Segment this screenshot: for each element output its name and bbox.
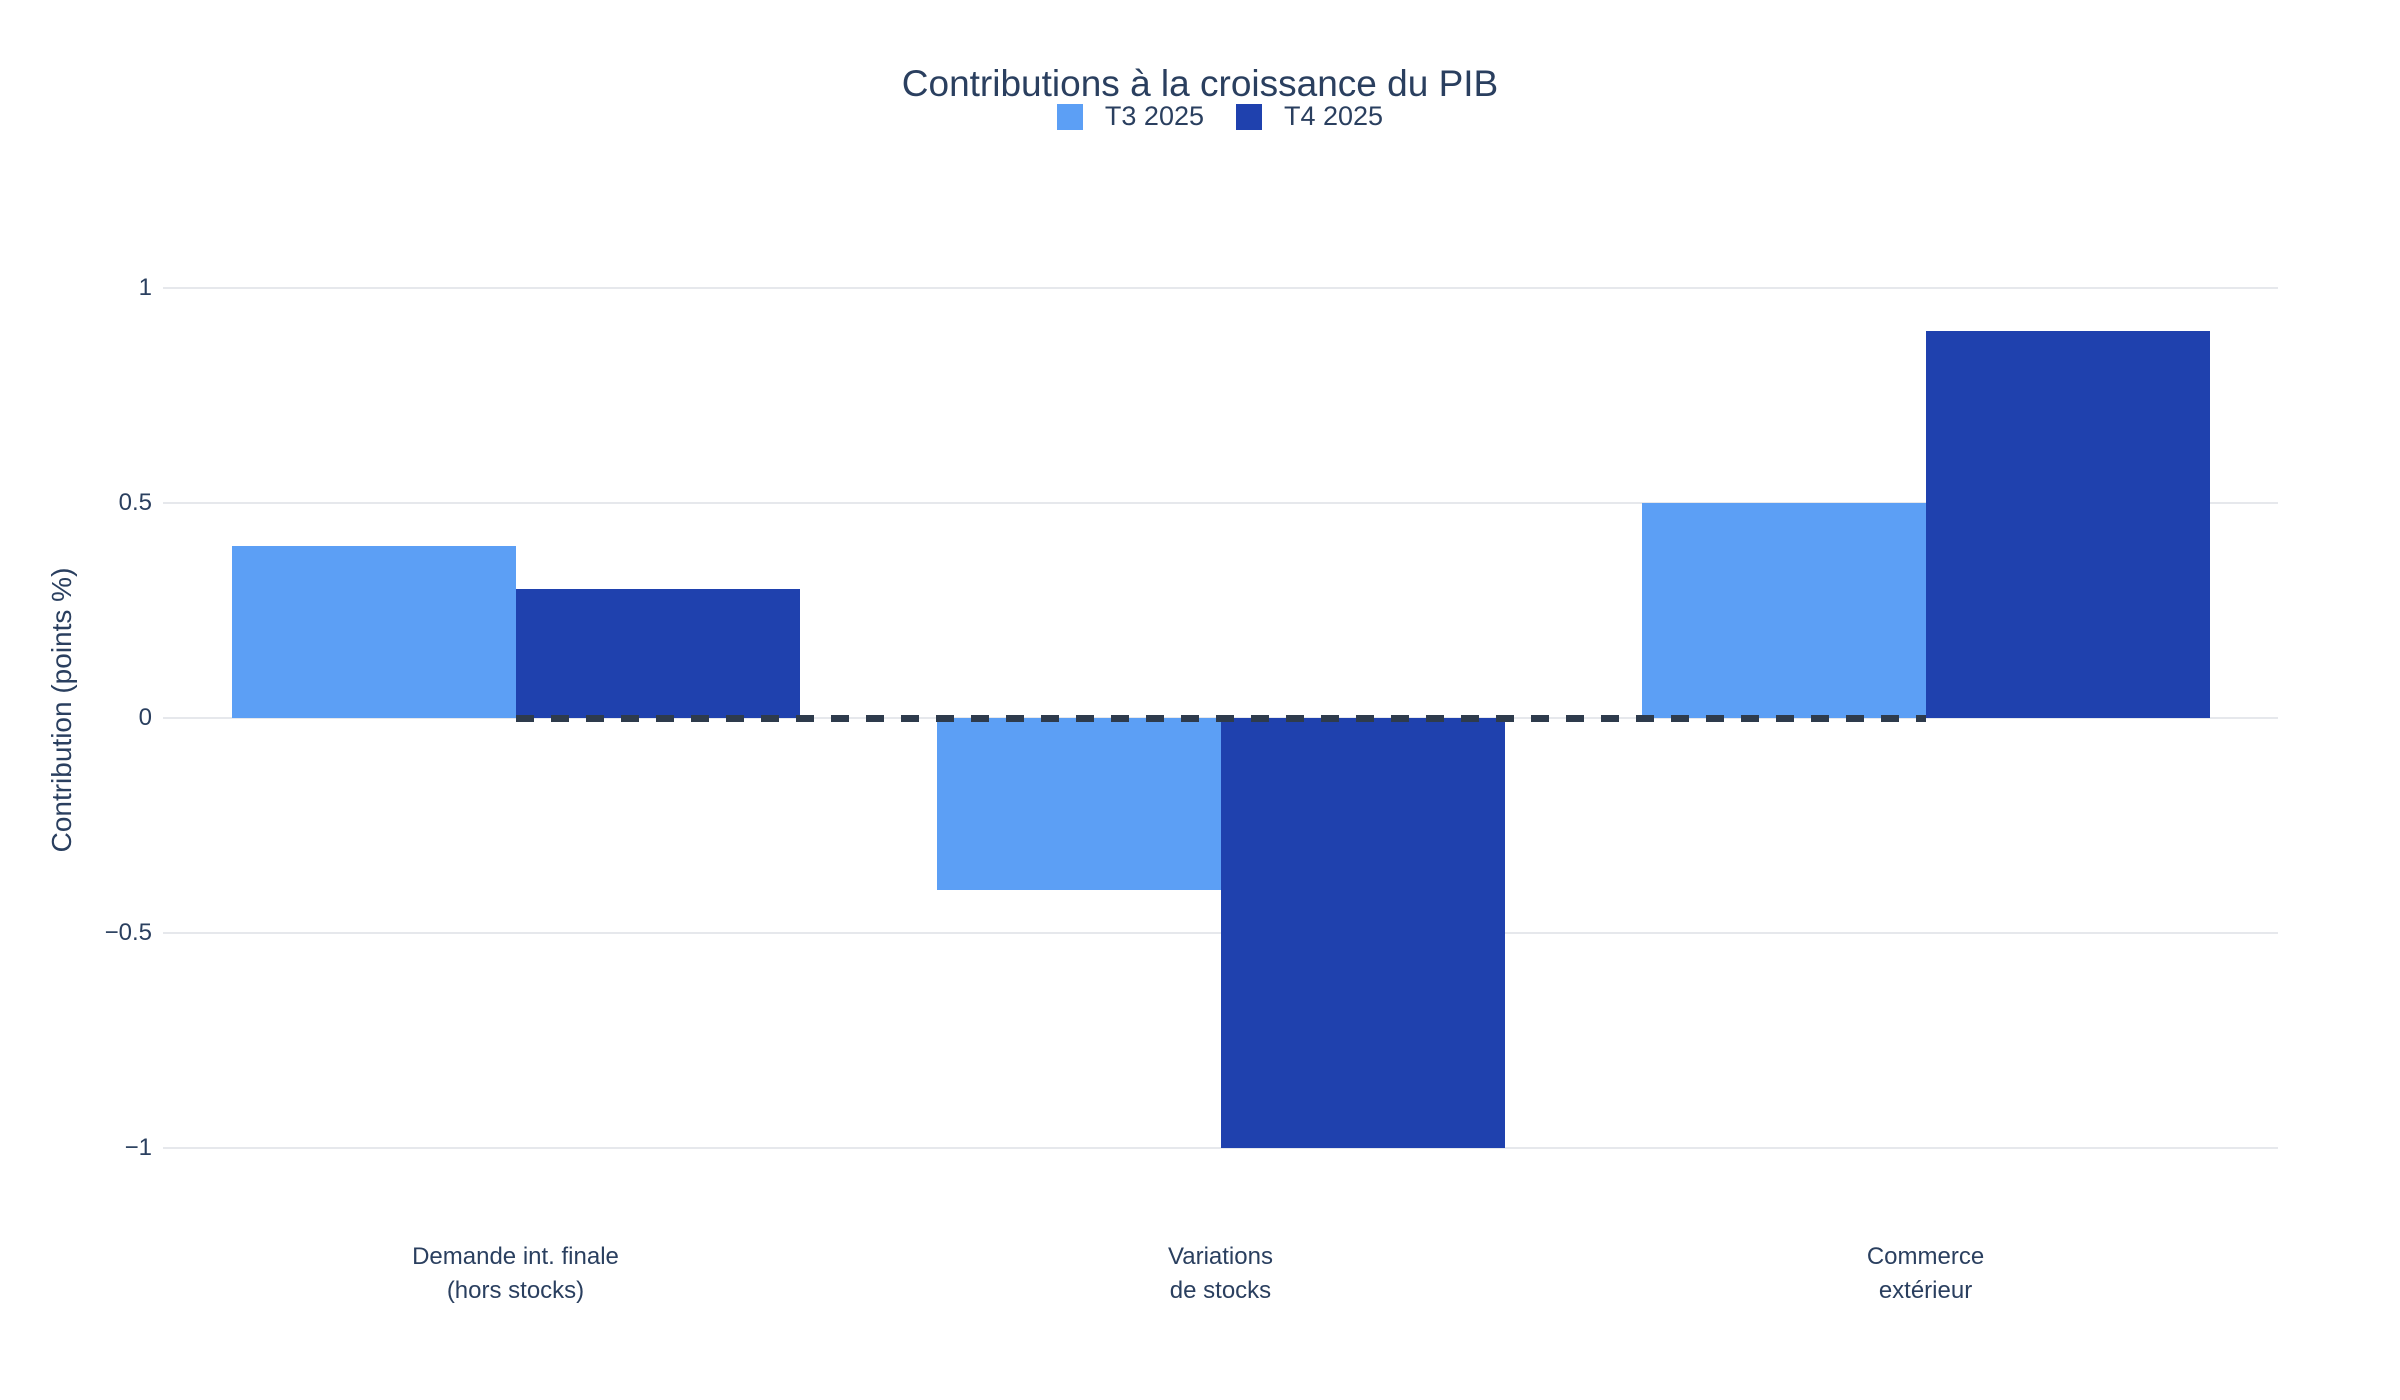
x-category-label-1: Variations de stocks [971, 1240, 1471, 1308]
y-tick-label: 0.5 [118, 489, 152, 516]
bar-t4-2025-cat0[interactable] [515, 589, 800, 718]
gridline-y-0.5 [163, 502, 2278, 504]
y-tick-label: 0 [138, 704, 152, 731]
legend-item-t3-2025[interactable]: T3 2025 [1056, 101, 1204, 132]
chart-title: Contributions à la croissance du PIB [901, 63, 1499, 104]
x-category-label-line: de stocks [1169, 1277, 1272, 1304]
bar-t3-2025-cat1[interactable] [936, 718, 1221, 890]
x-category-label-line: (hors stocks) [446, 1277, 585, 1304]
x-category-label-line: extérieur [1878, 1277, 1973, 1304]
legend-swatch-icon [1056, 103, 1083, 130]
zero-dashed-line [515, 714, 1926, 722]
y-tick-label: 1 [138, 274, 152, 301]
legend-swatch-icon [1236, 103, 1262, 130]
bar-t4-2025-cat2[interactable] [1925, 331, 2210, 718]
gridline-y-−1 [163, 1147, 2278, 1149]
legend-item-t4-2025[interactable]: T4 2025 [1236, 101, 1383, 132]
y-tick-label: −1 [124, 1134, 152, 1161]
legend-label: T4 2025 [1284, 101, 1384, 131]
bar-t3-2025-cat2[interactable] [1641, 503, 1926, 718]
x-category-label-line: Demande int. finale [412, 1243, 619, 1270]
y-tick-label: −0.5 [104, 919, 152, 946]
x-category-label-0: Demande int. finale (hors stocks) [266, 1240, 766, 1308]
x-category-label-2: Commerce extérieur [1676, 1240, 2176, 1308]
legend: T3 2025 T4 2025 [20, 101, 2400, 132]
legend-label: T3 2025 [1104, 101, 1204, 131]
gridline-y-1 [163, 287, 2278, 289]
bar-t4-2025-cat1[interactable] [1220, 718, 1505, 1148]
bar-t3-2025-cat0[interactable] [231, 546, 516, 718]
x-category-label-line: Variations [1168, 1243, 1273, 1270]
x-category-label-line: Commerce [1866, 1243, 1985, 1270]
